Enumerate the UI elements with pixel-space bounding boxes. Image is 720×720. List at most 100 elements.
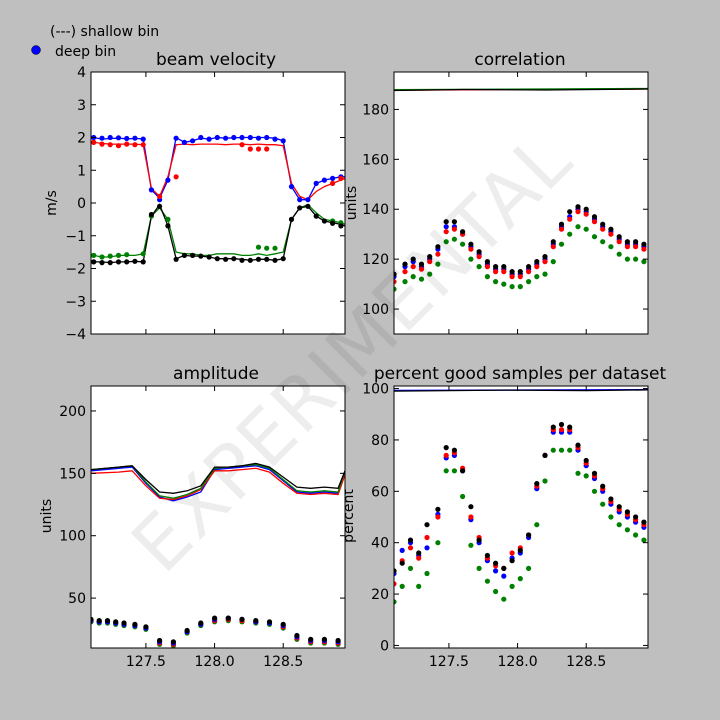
velocity-point-red	[338, 175, 344, 181]
velocity-point-green	[264, 245, 270, 251]
velocity-point-red	[115, 143, 122, 149]
correlation-point-green	[567, 231, 573, 237]
percent-good-point-black	[550, 424, 556, 430]
velocity-ytick-label: −1	[65, 229, 86, 245]
velocity-point-black	[132, 258, 138, 264]
amplitude-point-black	[104, 618, 111, 624]
correlation-point-green	[641, 259, 647, 265]
percent-good-point-black	[435, 506, 441, 512]
percent-good-point-red	[416, 555, 422, 561]
correlation-point-red	[575, 209, 581, 215]
amplitude-point-black	[96, 618, 102, 624]
amplitude-point-black	[239, 616, 245, 622]
correlation-point-black	[542, 254, 548, 260]
correlation-point-red	[583, 211, 589, 217]
velocity-point-black	[321, 218, 327, 224]
percent-good-point-black	[608, 496, 614, 502]
amplitude-frame	[90, 385, 346, 649]
correlation-point-red	[468, 246, 474, 252]
percent-good-point-red	[424, 534, 430, 541]
velocity-point-blue	[107, 134, 113, 141]
correlation-point-red	[526, 269, 532, 275]
percent-good-point-black	[526, 532, 532, 538]
correlation-point-black	[600, 221, 606, 227]
velocity-point-black	[181, 252, 187, 258]
percent-good-point-black	[567, 424, 573, 430]
velocity-point-green	[115, 252, 122, 258]
percent-good-point-black	[575, 442, 581, 448]
amplitude-ytick-label: 200	[59, 404, 86, 420]
correlation-ytick-label: 180	[362, 102, 389, 118]
amplitude-point-black	[335, 637, 341, 644]
velocity-point-blue	[264, 134, 270, 141]
amplitude-line-black	[91, 462, 345, 494]
amplitude-series	[91, 462, 345, 648]
percent-good-point-black	[517, 547, 523, 554]
percent-good-point-black	[484, 552, 490, 559]
correlation-point-black	[427, 254, 433, 260]
correlation-point-black	[460, 229, 466, 235]
percent-good-point-red	[509, 550, 515, 556]
velocity-point-red	[247, 146, 253, 152]
percent-good-point-green	[476, 565, 482, 572]
correlation-point-black	[509, 269, 515, 275]
correlation-point-green	[558, 241, 565, 247]
percent-good-point-red	[394, 581, 397, 587]
correlation-point-red	[624, 244, 631, 250]
amplitude-point-black	[294, 632, 300, 639]
correlation-point-black	[550, 239, 556, 245]
correlation-point-red	[633, 244, 639, 250]
percent-good-point-black	[633, 514, 639, 520]
velocity-point-black	[165, 223, 171, 229]
percent-good-point-green	[608, 514, 614, 520]
velocity-point-blue	[280, 138, 286, 144]
velocity-point-green	[272, 245, 278, 251]
correlation-point-green	[451, 236, 457, 242]
correlation-point-black	[394, 271, 397, 277]
percent-good-point-black	[493, 560, 499, 566]
percent-good-point-green	[443, 468, 449, 474]
correlation-ytick-label: 120	[362, 252, 389, 268]
velocity-point-blue	[239, 134, 245, 141]
correlation-point-black	[567, 209, 573, 215]
correlation-point-red	[435, 251, 441, 257]
velocity-point-blue	[132, 135, 138, 141]
velocity-point-green	[91, 252, 97, 258]
percent-good-point-green	[394, 599, 397, 605]
percent-good-series	[394, 388, 648, 605]
percent-good-point-green	[451, 468, 457, 474]
correlation-point-black	[583, 206, 589, 212]
amplitude-xtick-label: 127.5	[126, 654, 166, 670]
correlation-point-red	[493, 269, 499, 275]
correlation-point-black	[608, 226, 614, 232]
velocity-point-blue	[288, 184, 295, 190]
velocity-point-blue	[297, 197, 303, 203]
correlation-point-red	[600, 226, 606, 232]
velocity-ytick-label: 3	[77, 98, 86, 114]
correlation-point-green	[509, 284, 515, 290]
velocity-point-blue	[165, 177, 171, 183]
amplitude-point-black	[91, 616, 94, 622]
amplitude-point-black	[157, 637, 163, 644]
percent-good-point-green	[542, 478, 548, 484]
velocity-point-blue	[223, 135, 229, 141]
correlation-point-black	[418, 261, 425, 267]
correlation-point-red	[509, 274, 515, 280]
velocity-point-red	[255, 146, 262, 152]
correlation-title: correlation	[474, 50, 565, 70]
correlation-line-black	[394, 88, 648, 92]
amplitude-line-red	[91, 467, 345, 501]
percent-good-point-black	[399, 560, 405, 566]
percent-good-point-green	[633, 532, 639, 538]
amplitude-ytick-label: 50	[68, 591, 86, 607]
velocity-ytick-label: 4	[77, 65, 86, 81]
percent-good-point-green	[484, 578, 490, 584]
correlation-point-red	[542, 259, 548, 265]
percent-good-point-black	[424, 522, 430, 528]
correlation-point-black	[558, 221, 565, 227]
correlation-point-green	[493, 279, 499, 285]
velocity-point-black	[198, 253, 204, 259]
velocity-point-blue	[247, 134, 253, 141]
velocity-point-black	[280, 256, 286, 262]
